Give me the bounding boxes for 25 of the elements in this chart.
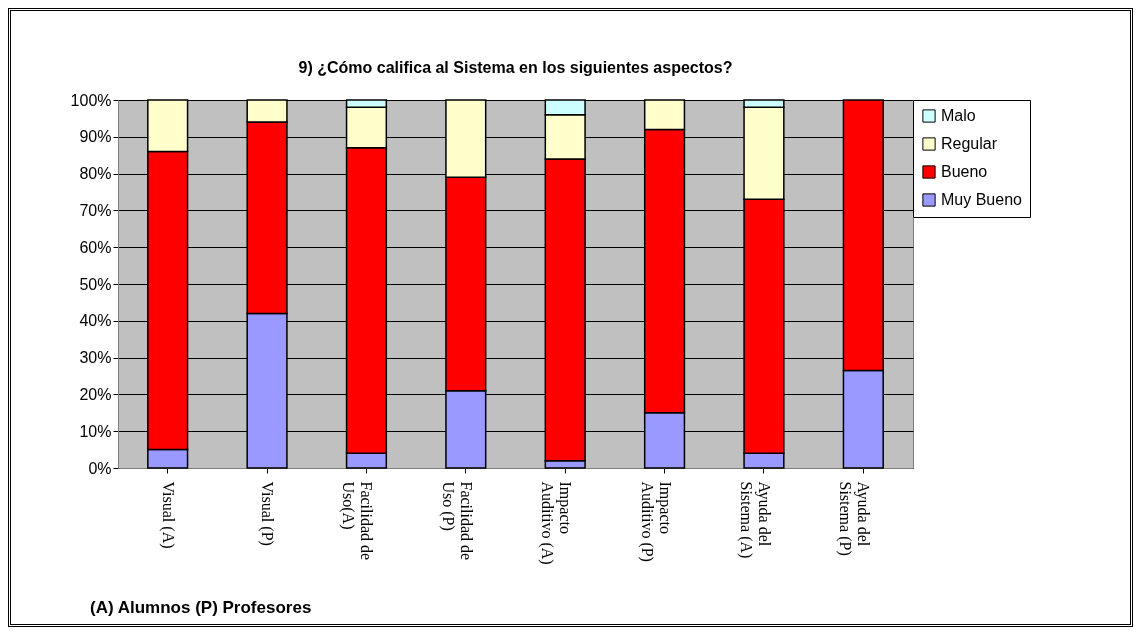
- legend-label: Bueno: [941, 163, 988, 180]
- y-tick-label: 70%: [79, 201, 112, 219]
- x-tick-label: Facilidad de Uso(A): [339, 481, 376, 561]
- y-tick-label: 90%: [79, 128, 112, 146]
- y-tick-label: 20%: [79, 385, 112, 403]
- x-tick-label: Facilidad de Uso (P): [438, 481, 475, 561]
- x-tick-label: Visual (A): [158, 481, 177, 549]
- legend-label: Malo: [941, 107, 976, 124]
- x-tick-label: Impacto Auditivo (A): [538, 481, 575, 565]
- y-tick-label: 80%: [79, 165, 112, 183]
- y-tick-label: 100%: [70, 91, 112, 109]
- y-tick-label: 30%: [79, 349, 112, 367]
- legend-label: Muy Bueno: [941, 191, 1023, 208]
- x-tick-label: Ayuda del Sistema (A): [736, 481, 773, 559]
- text: (A) Alumnos (P) Profesores: [90, 598, 312, 618]
- x-tick-label: Visual (P): [258, 481, 277, 546]
- x-tick-label: Ayuda del Sistema (P): [836, 481, 873, 556]
- y-tick-label: 60%: [79, 238, 112, 256]
- y-tick-label: 0%: [88, 459, 112, 477]
- y-tick-label: 10%: [79, 422, 112, 440]
- chart-title: 9) ¿Cómo califica al Sistema en los siguientes aspectos?: [298, 59, 733, 76]
- y-tick-label: 40%: [79, 312, 112, 330]
- legend-label: Regular: [941, 135, 998, 152]
- y-tick-label: 50%: [79, 275, 112, 293]
- x-tick-label: Impacto Auditivo (P): [637, 481, 674, 562]
